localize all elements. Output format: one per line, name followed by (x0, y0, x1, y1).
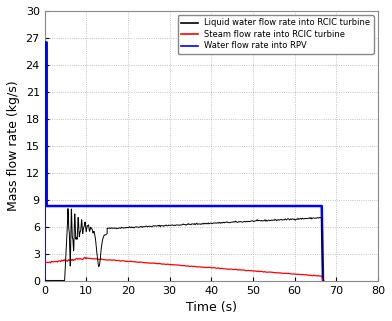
Y-axis label: Mass flow rate (kg/s): Mass flow rate (kg/s) (7, 81, 20, 211)
X-axis label: Time (s): Time (s) (186, 301, 237, 314)
Legend: Liquid water flow rate into RCIC turbine, Steam flow rate into RCIC turbine, Wat: Liquid water flow rate into RCIC turbine… (178, 15, 374, 54)
